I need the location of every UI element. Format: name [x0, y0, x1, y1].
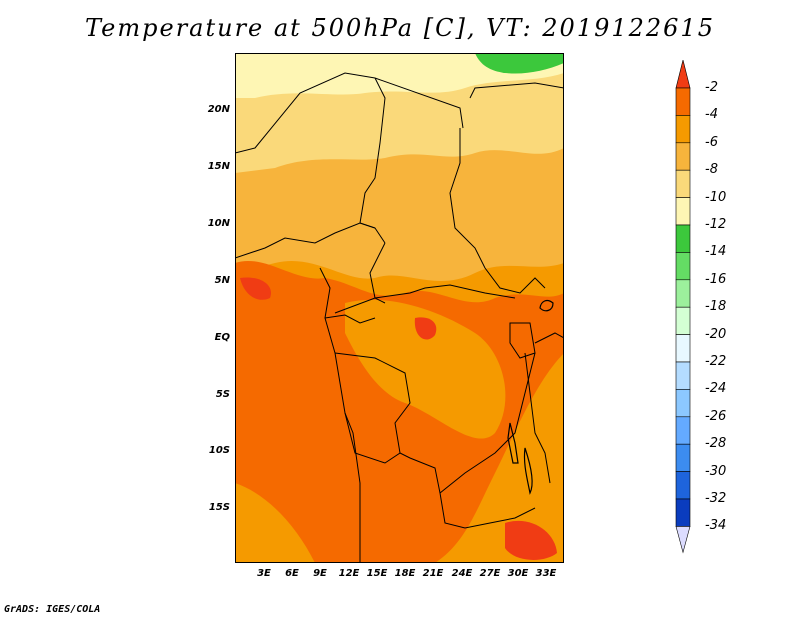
colorbar-label: -16 — [705, 271, 727, 287]
colorbar-box — [675, 115, 691, 144]
lon-label-3e: 3E — [257, 568, 271, 579]
colorbar-label: -18 — [705, 299, 727, 315]
colorbar-label: -20 — [705, 326, 727, 342]
lon-label-24e: 24E — [451, 568, 473, 579]
lon-label-15e: 15E — [366, 568, 388, 579]
colorbar-over-triangle — [675, 60, 691, 89]
colorbar-label: -28 — [705, 436, 727, 452]
lat-label-eq: EQ — [214, 332, 230, 343]
temperature-map — [235, 53, 564, 563]
colorbar-box — [675, 279, 691, 308]
lat-label-5n: 5N — [214, 275, 230, 286]
field-band-minus14-to-minus12 — [475, 53, 564, 74]
colorbar-box — [675, 361, 691, 390]
colorbar-box — [675, 443, 691, 472]
lon-label-18e: 18E — [394, 568, 416, 579]
lon-label-33e: 33E — [535, 568, 557, 579]
colorbar-label: -12 — [705, 217, 727, 232]
field-band-minus6-to-minus4-central — [345, 299, 506, 439]
colorbar-label: -22 — [705, 354, 727, 369]
colorbar-box — [675, 169, 691, 198]
colorbar-label: -30 — [705, 463, 727, 479]
colorbar-label: -14 — [705, 244, 727, 260]
colorbar-label: -10 — [705, 189, 727, 205]
colorbar-label: -8 — [705, 162, 718, 178]
lat-label-10n: 10N — [207, 218, 230, 229]
colorbar-box — [675, 142, 691, 171]
colorbar-label: -2 — [705, 80, 718, 95]
colorbar-under-triangle — [675, 526, 691, 554]
colorbar-box — [675, 197, 691, 226]
lon-label-6e: 6E — [285, 568, 299, 579]
colorbar-box — [675, 389, 691, 418]
colorbar-box — [675, 471, 691, 500]
colorbar-box — [675, 252, 691, 281]
lon-label-27e: 27E — [479, 568, 501, 579]
map-frame — [235, 53, 564, 563]
colorbar-label: -26 — [705, 408, 727, 424]
country-borders — [235, 72, 564, 563]
colorbar-box — [675, 87, 691, 116]
colorbar-label: -34 — [705, 518, 727, 534]
field-band-minus6-to-minus4-south — [235, 483, 315, 563]
field-band-minus4-to-minus2-west — [235, 260, 564, 563]
grads-credit: GrADS: IGES/COLA — [4, 604, 101, 615]
field-band-hot-coast — [240, 277, 271, 300]
colorbar-label: -6 — [705, 134, 718, 150]
map-title: Temperature at 500hPa [C], VT: 201912261… — [85, 14, 715, 42]
colorbar-label: -32 — [705, 491, 727, 506]
colorbar-box — [675, 334, 691, 363]
field-band-hot-core — [414, 317, 437, 340]
field-band-minus12-to-minus10 — [235, 53, 564, 98]
colorbar-label: -4 — [705, 107, 718, 123]
lat-label-5s: 5S — [215, 389, 230, 400]
lat-label-20n: 20N — [207, 104, 230, 115]
lat-label-15s: 15S — [208, 502, 230, 513]
lon-label-9e: 9E — [313, 568, 327, 579]
lon-label-30e: 30E — [507, 568, 529, 579]
colorbar-box — [675, 306, 691, 335]
colorbar-box — [675, 416, 691, 445]
lat-label-10s: 10S — [208, 445, 230, 456]
lat-label-15n: 15N — [207, 161, 230, 172]
colorbar — [675, 60, 691, 554]
lakes — [507, 299, 554, 495]
colorbar-box — [675, 224, 691, 253]
colorbar-box — [675, 498, 691, 527]
field-band-hot-southeast — [505, 520, 557, 560]
lon-label-21e: 21E — [422, 568, 444, 579]
colorbar-label: -24 — [705, 381, 727, 397]
lon-label-12e: 12E — [338, 568, 360, 579]
